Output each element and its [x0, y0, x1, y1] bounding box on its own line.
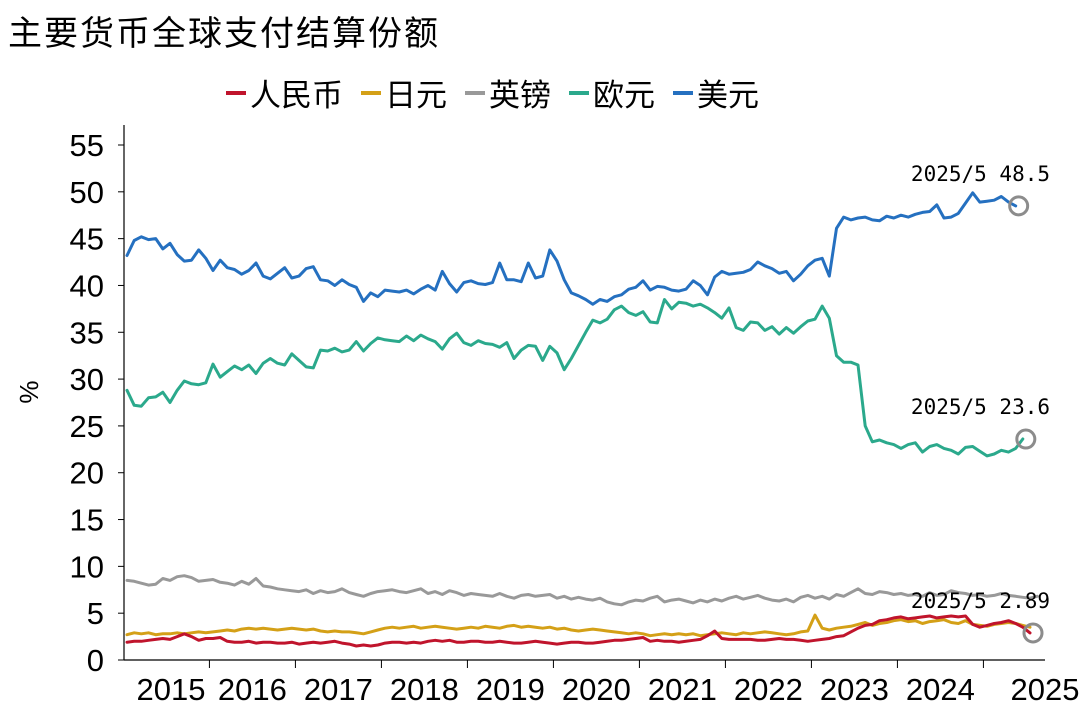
legend-label-rmb: 人民币 [250, 78, 343, 114]
x-tick-label: 2017 [304, 672, 373, 707]
x-tick-label: 2020 [562, 672, 631, 707]
legend-item-usd: 美元 [673, 70, 759, 115]
annotation-label: 2025/5 23.6 [911, 395, 1050, 419]
legend-swatch-eur [569, 90, 589, 95]
end-marker [1008, 195, 1030, 217]
y-tick-label: 35 [70, 315, 104, 350]
end-marker [1015, 428, 1037, 450]
series-line-1 [125, 613, 1032, 638]
y-tick-label: 30 [70, 362, 104, 397]
x-tick-label: 2016 [218, 672, 287, 707]
x-tick-label: 2025 [1011, 672, 1080, 707]
legend-swatch-usd [673, 90, 693, 95]
legend-label-eur: 欧元 [593, 78, 655, 114]
legend-label-usd: 美元 [697, 78, 759, 114]
x-tick-label: 2023 [820, 672, 889, 707]
legend-item-jpy: 日元 [361, 70, 447, 115]
x-tick-label: 2019 [476, 672, 545, 707]
y-tick-label: 25 [70, 409, 104, 444]
legend-swatch-rmb [226, 90, 246, 95]
y-tick-label: 15 [70, 503, 104, 538]
y-tick-label: 45 [70, 222, 104, 257]
x-tick-label: 2015 [137, 672, 206, 707]
y-tick-label: 20 [70, 456, 104, 491]
y-tick-label: 0 [87, 643, 104, 678]
legend-swatch-jpy [361, 90, 381, 95]
x-tick-label: 2021 [648, 672, 717, 707]
legend-item-rmb: 人民币 [226, 70, 343, 115]
legend-item-eur: 欧元 [569, 70, 655, 115]
y-tick-label: 10 [70, 549, 104, 584]
legend-item-gbp: 英镑 [465, 70, 551, 115]
y-tick-label: 40 [70, 268, 104, 303]
y-tick-label: 50 [70, 175, 104, 210]
series-line-4 [125, 191, 1018, 306]
series-line-3 [125, 298, 1025, 458]
x-tick-label: 2018 [390, 672, 459, 707]
legend-label-gbp: 英镑 [489, 78, 551, 114]
end-marker [1022, 622, 1044, 644]
x-tick-label: 2024 [906, 672, 975, 707]
legend: 人民币 日元 英镑 欧元 美元 [226, 70, 759, 115]
legend-swatch-gbp [465, 90, 485, 95]
y-tick-label: 55 [70, 128, 104, 163]
y-axis-label: % [14, 380, 44, 403]
annotation-label: 2025/5 2.89 [911, 589, 1050, 613]
x-tick-label: 2022 [734, 672, 803, 707]
y-tick-label: 5 [87, 596, 104, 631]
chart-title: 主要货币全球支付结算份额 [8, 14, 440, 54]
series-line-2 [125, 574, 1039, 607]
legend-label-jpy: 日元 [385, 78, 447, 114]
annotation-label: 2025/5 48.5 [911, 162, 1050, 186]
series-line-0 [125, 614, 1032, 648]
